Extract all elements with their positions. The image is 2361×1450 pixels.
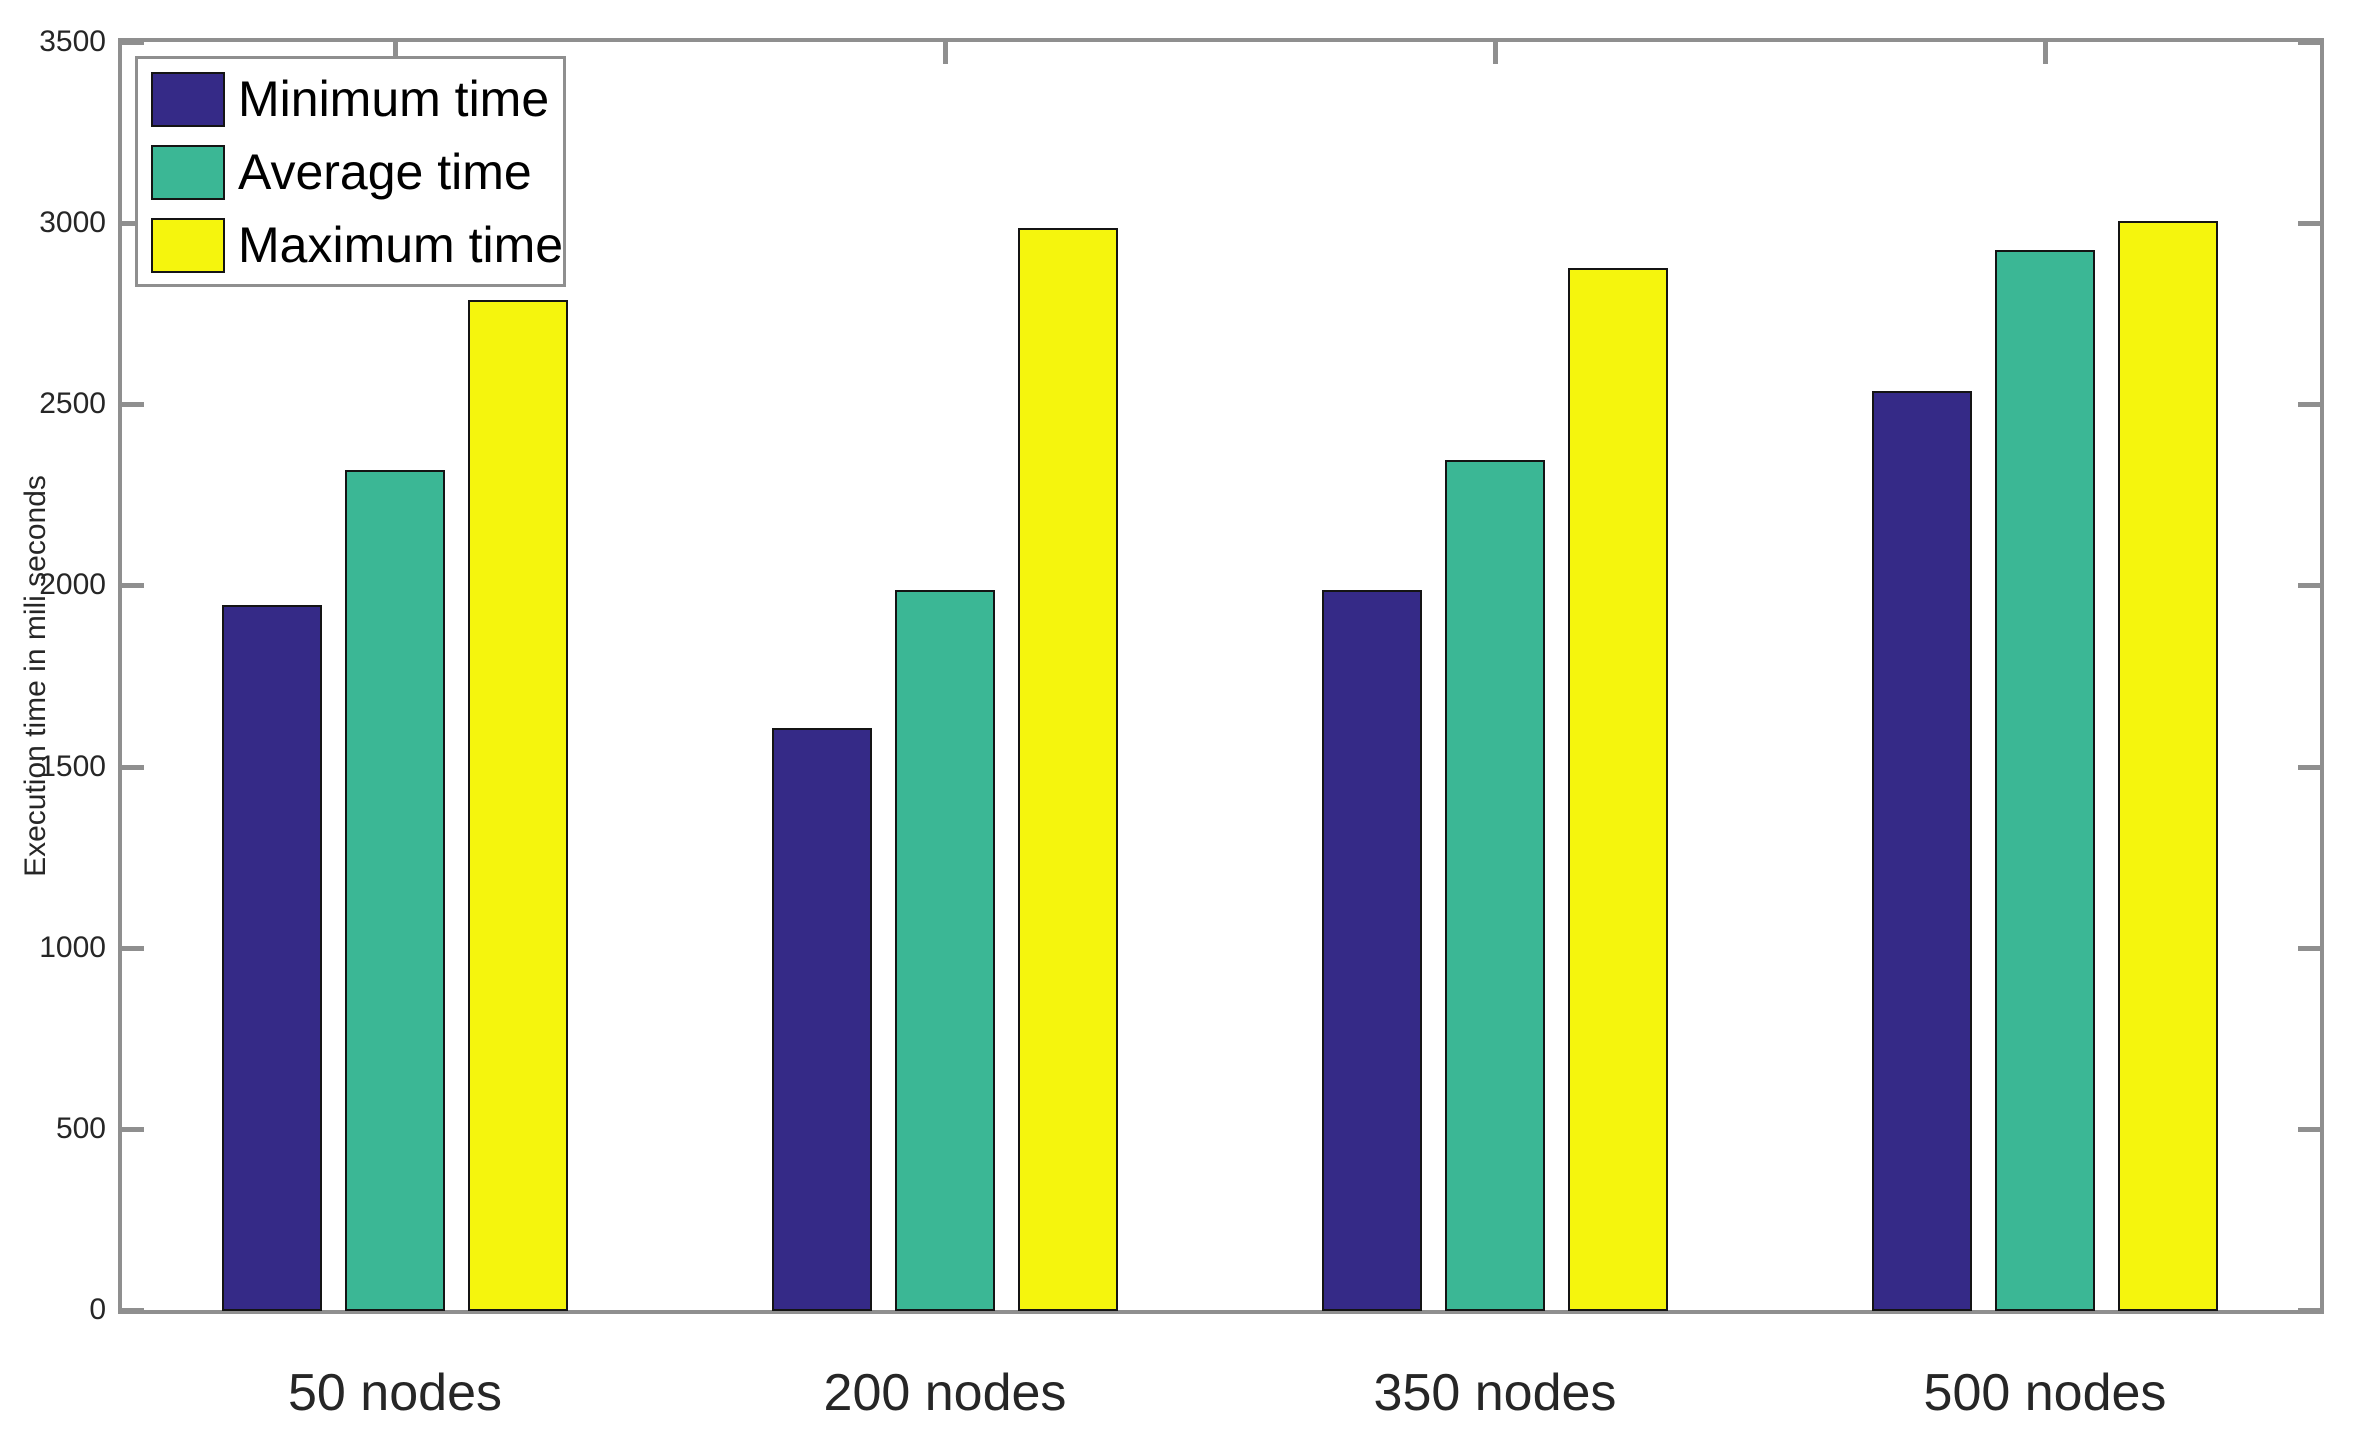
y-tick-label-2500: 2500 — [39, 387, 106, 421]
legend-label-minimum-time: Minimum time — [238, 71, 550, 127]
legend-swatch-minimum-time — [151, 72, 225, 127]
y-tick-mark-left-3500 — [122, 40, 144, 45]
legend-item-maximum-time: Maximum time — [151, 218, 563, 273]
bar-minimum-time-500-nodes — [1872, 391, 1972, 1311]
x-tick-mark-top-500-nodes — [2043, 42, 2048, 64]
bar-minimum-time-50-nodes — [222, 605, 322, 1311]
y-tick-mark-right-1000 — [2298, 945, 2320, 951]
y-axis-label: Execution time in mili seconds — [19, 475, 52, 877]
y-tick-mark-right-2500 — [2298, 402, 2320, 408]
y-tick-mark-right-500 — [2298, 1126, 2320, 1132]
y-tick-label-0: 0 — [89, 1293, 106, 1326]
legend-box: Minimum time Average time Maximum time — [135, 56, 566, 287]
y-tick-mark-right-3000 — [2298, 221, 2320, 227]
y-tick-mark-left-0 — [122, 1308, 144, 1313]
bar-maximum-time-50-nodes — [468, 300, 568, 1311]
bar-minimum-time-200-nodes — [772, 728, 872, 1311]
y-tick-mark-right-3500 — [2298, 40, 2320, 45]
y-tick-label-2000: 2000 — [39, 568, 106, 602]
y-tick-mark-right-2000 — [2298, 583, 2320, 589]
bar-average-time-50-nodes — [345, 470, 445, 1311]
y-tick-label-3500: 3500 — [39, 25, 106, 58]
x-tick-mark-top-200-nodes — [943, 42, 948, 64]
bar-maximum-time-500-nodes — [2118, 221, 2218, 1311]
y-tick-mark-right-0 — [2298, 1308, 2320, 1313]
bar-average-time-350-nodes — [1445, 460, 1545, 1311]
y-tick-mark-left-2500 — [122, 402, 144, 408]
legend-item-average-time: Average time — [151, 145, 563, 200]
y-tick-label-1000: 1000 — [39, 930, 106, 964]
bar-average-time-500-nodes — [1995, 250, 2095, 1311]
y-tick-label-500: 500 — [55, 1111, 106, 1145]
x-tick-mark-top-50-nodes — [393, 42, 398, 64]
legend-swatch-average-time — [151, 145, 225, 200]
y-tick-mark-left-1500 — [122, 764, 144, 770]
legend-label-maximum-time: Maximum time — [238, 217, 564, 273]
bar-maximum-time-200-nodes — [1018, 228, 1118, 1311]
y-tick-mark-left-2000 — [122, 583, 144, 589]
y-tick-mark-left-1000 — [122, 945, 144, 951]
bar-maximum-time-350-nodes — [1568, 268, 1668, 1311]
legend-item-minimum-time: Minimum time — [151, 72, 563, 127]
y-tick-mark-right-1500 — [2298, 764, 2320, 770]
x-category-label-350-nodes: 350 nodes — [1373, 1364, 1617, 1422]
y-tick-label-1500: 1500 — [39, 749, 106, 783]
legend-swatch-maximum-time — [151, 218, 225, 273]
legend-label-average-time: Average time — [238, 144, 532, 200]
y-tick-label-3000: 3000 — [39, 206, 106, 240]
y-tick-mark-left-500 — [122, 1126, 144, 1132]
x-category-label-50-nodes: 50 nodes — [288, 1364, 502, 1422]
bar-minimum-time-350-nodes — [1322, 590, 1422, 1311]
x-category-label-500-nodes: 500 nodes — [1923, 1364, 2167, 1422]
y-tick-mark-left-3000 — [122, 221, 144, 227]
x-tick-mark-top-350-nodes — [1493, 42, 1498, 64]
x-category-label-200-nodes: 200 nodes — [823, 1364, 1067, 1422]
bar-average-time-200-nodes — [895, 590, 995, 1311]
